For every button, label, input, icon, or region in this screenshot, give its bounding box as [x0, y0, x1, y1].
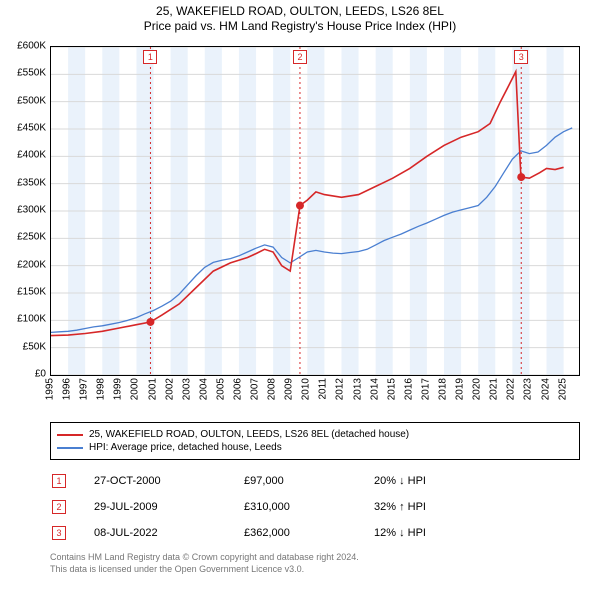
- legend-row-hpi: HPI: Average price, detached house, Leed…: [57, 442, 573, 453]
- y-tick-label: £150K: [17, 287, 46, 298]
- legend-box: 25, WAKEFIELD ROAD, OULTON, LEEDS, LS26 …: [50, 422, 580, 460]
- legend-label-hpi: HPI: Average price, detached house, Leed…: [89, 442, 282, 453]
- y-tick-label: £450K: [17, 123, 46, 134]
- title-line1: 25, WAKEFIELD ROAD, OULTON, LEEDS, LS26 …: [0, 4, 600, 19]
- chart-area: £0£50K£100K£150K£200K£250K£300K£350K£400…: [50, 46, 580, 376]
- marker-date: 29-JUL-2009: [94, 501, 244, 513]
- marker-price: £310,000: [244, 501, 374, 513]
- marker-number-box: 1: [52, 474, 66, 488]
- marker-date: 27-OCT-2000: [94, 475, 244, 487]
- footer-line2: This data is licensed under the Open Gov…: [50, 564, 580, 576]
- x-tick-label: 2015: [386, 378, 397, 400]
- x-tick-label: 2023: [523, 378, 534, 400]
- x-tick-label: 2013: [352, 378, 363, 400]
- y-tick-label: £500K: [17, 95, 46, 106]
- x-tick-label: 2024: [540, 378, 551, 400]
- x-tick-label: 2025: [557, 378, 568, 400]
- y-tick-label: £200K: [17, 259, 46, 270]
- y-tick-label: £400K: [17, 150, 46, 161]
- x-tick-label: 1995: [45, 378, 56, 400]
- x-tick-label: 2009: [284, 378, 295, 400]
- x-tick-label: 2008: [267, 378, 278, 400]
- legend-label-subject: 25, WAKEFIELD ROAD, OULTON, LEEDS, LS26 …: [89, 429, 409, 440]
- x-tick-label: 2010: [301, 378, 312, 400]
- x-tick-label: 2000: [130, 378, 141, 400]
- plot-region: 1 2 3: [50, 46, 580, 376]
- x-tick-label: 2002: [164, 378, 175, 400]
- x-tick-label: 2017: [420, 378, 431, 400]
- y-tick-label: £50K: [23, 341, 46, 352]
- marker-table: 1 27-OCT-2000£97,00020% ↓ HPI 2 29-JUL-2009…: [50, 468, 580, 546]
- x-tick-label: 2016: [403, 378, 414, 400]
- legend-swatch-hpi: [57, 447, 83, 449]
- x-tick-label: 2014: [369, 378, 380, 400]
- marker-flag: 2: [293, 50, 307, 64]
- x-tick-label: 2003: [181, 378, 192, 400]
- x-tick-label: 2004: [198, 378, 209, 400]
- footer-line1: Contains HM Land Registry data © Crown c…: [50, 552, 580, 564]
- x-tick-label: 2019: [455, 378, 466, 400]
- marker-flag: 1: [143, 50, 157, 64]
- x-tick-label: 2001: [147, 378, 158, 400]
- y-tick-label: £600K: [17, 41, 46, 52]
- marker-price: £362,000: [244, 527, 374, 539]
- x-tick-label: 2007: [250, 378, 261, 400]
- marker-date: 08-JUL-2022: [94, 527, 244, 539]
- x-tick-label: 2011: [318, 378, 329, 400]
- marker-table-row: 1 27-OCT-2000£97,00020% ↓ HPI: [50, 468, 580, 494]
- x-tick-label: 1998: [96, 378, 107, 400]
- marker-flag: 3: [514, 50, 528, 64]
- marker-table-row: 3 08-JUL-2022£362,00012% ↓ HPI: [50, 520, 580, 546]
- x-tick-label: 1996: [62, 378, 73, 400]
- marker-table-row: 2 29-JUL-2009£310,00032% ↑ HPI: [50, 494, 580, 520]
- y-axis-ticks: £0£50K£100K£150K£200K£250K£300K£350K£400…: [0, 46, 48, 376]
- x-tick-label: 2022: [506, 378, 517, 400]
- x-tick-label: 2005: [215, 378, 226, 400]
- x-tick-label: 1999: [113, 378, 124, 400]
- chart-title-block: 25, WAKEFIELD ROAD, OULTON, LEEDS, LS26 …: [0, 0, 600, 34]
- x-tick-label: 2020: [472, 378, 483, 400]
- x-tick-label: 2021: [489, 378, 500, 400]
- legend-row-subject: 25, WAKEFIELD ROAD, OULTON, LEEDS, LS26 …: [57, 429, 573, 440]
- y-tick-label: £550K: [17, 68, 46, 79]
- legend-swatch-subject: [57, 434, 83, 436]
- marker-diff: 12% ↓ HPI: [374, 527, 578, 539]
- y-tick-label: £250K: [17, 232, 46, 243]
- x-tick-label: 2006: [232, 378, 243, 400]
- x-axis-ticks: 1995199619971998199920002001200220032004…: [50, 376, 580, 416]
- y-tick-label: £300K: [17, 205, 46, 216]
- marker-diff: 32% ↑ HPI: [374, 501, 578, 513]
- plot-svg: [51, 47, 579, 375]
- y-tick-label: £350K: [17, 177, 46, 188]
- title-line2: Price paid vs. HM Land Registry's House …: [0, 19, 600, 34]
- x-tick-label: 2012: [335, 378, 346, 400]
- x-tick-label: 2018: [438, 378, 449, 400]
- marker-number-box: 2: [52, 500, 66, 514]
- marker-price: £97,000: [244, 475, 374, 487]
- y-tick-label: £100K: [17, 314, 46, 325]
- footer-attribution: Contains HM Land Registry data © Crown c…: [50, 552, 580, 575]
- marker-number-box: 3: [52, 526, 66, 540]
- marker-diff: 20% ↓ HPI: [374, 475, 578, 487]
- x-tick-label: 1997: [79, 378, 90, 400]
